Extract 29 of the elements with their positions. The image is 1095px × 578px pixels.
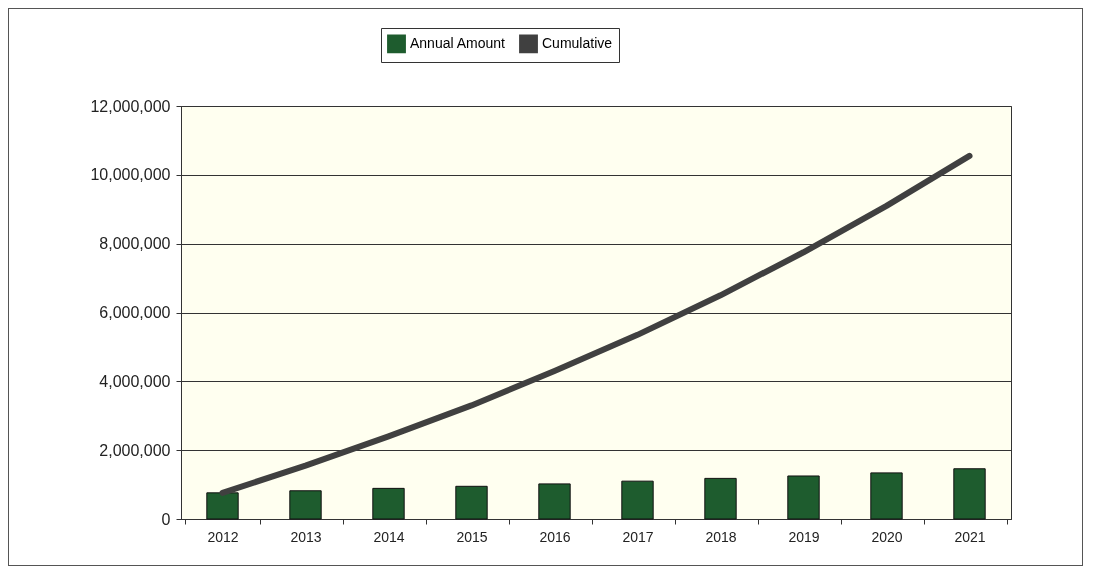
- bar: [704, 477, 737, 520]
- bar: [953, 468, 986, 520]
- bar: [621, 480, 654, 520]
- legend-label: Annual Amount: [410, 34, 506, 51]
- y-tick-label: 12,000,000: [90, 97, 171, 115]
- bar: [455, 485, 488, 520]
- x-tick-label: 2014: [373, 528, 405, 545]
- x-tick-label: 2017: [622, 528, 654, 545]
- legend-label: Cumulative: [542, 34, 613, 51]
- bar: [206, 492, 239, 520]
- y-tick-label: 8,000,000: [99, 235, 171, 253]
- x-tick-label: 2020: [871, 528, 903, 545]
- bar: [289, 490, 322, 520]
- bar: [870, 472, 903, 520]
- y-tick-label: 10,000,000: [90, 166, 171, 184]
- bar: [372, 487, 405, 520]
- x-tick-label: 2013: [290, 528, 322, 545]
- bar: [787, 475, 820, 520]
- x-tick-label: 2016: [539, 528, 571, 545]
- x-tick-label: 2021: [954, 528, 986, 545]
- x-tick-label: 2018: [705, 528, 737, 545]
- y-tick-label: 4,000,000: [99, 372, 171, 390]
- y-tick-label: 0: [161, 510, 171, 528]
- bar: [538, 483, 571, 520]
- x-tick-label: 2019: [788, 528, 820, 545]
- y-tick-label: 6,000,000: [99, 304, 171, 321]
- x-tick-label: 2012: [207, 528, 239, 545]
- y-tick-label: 2,000,000: [99, 441, 171, 459]
- x-tick-label: 2015: [456, 528, 488, 545]
